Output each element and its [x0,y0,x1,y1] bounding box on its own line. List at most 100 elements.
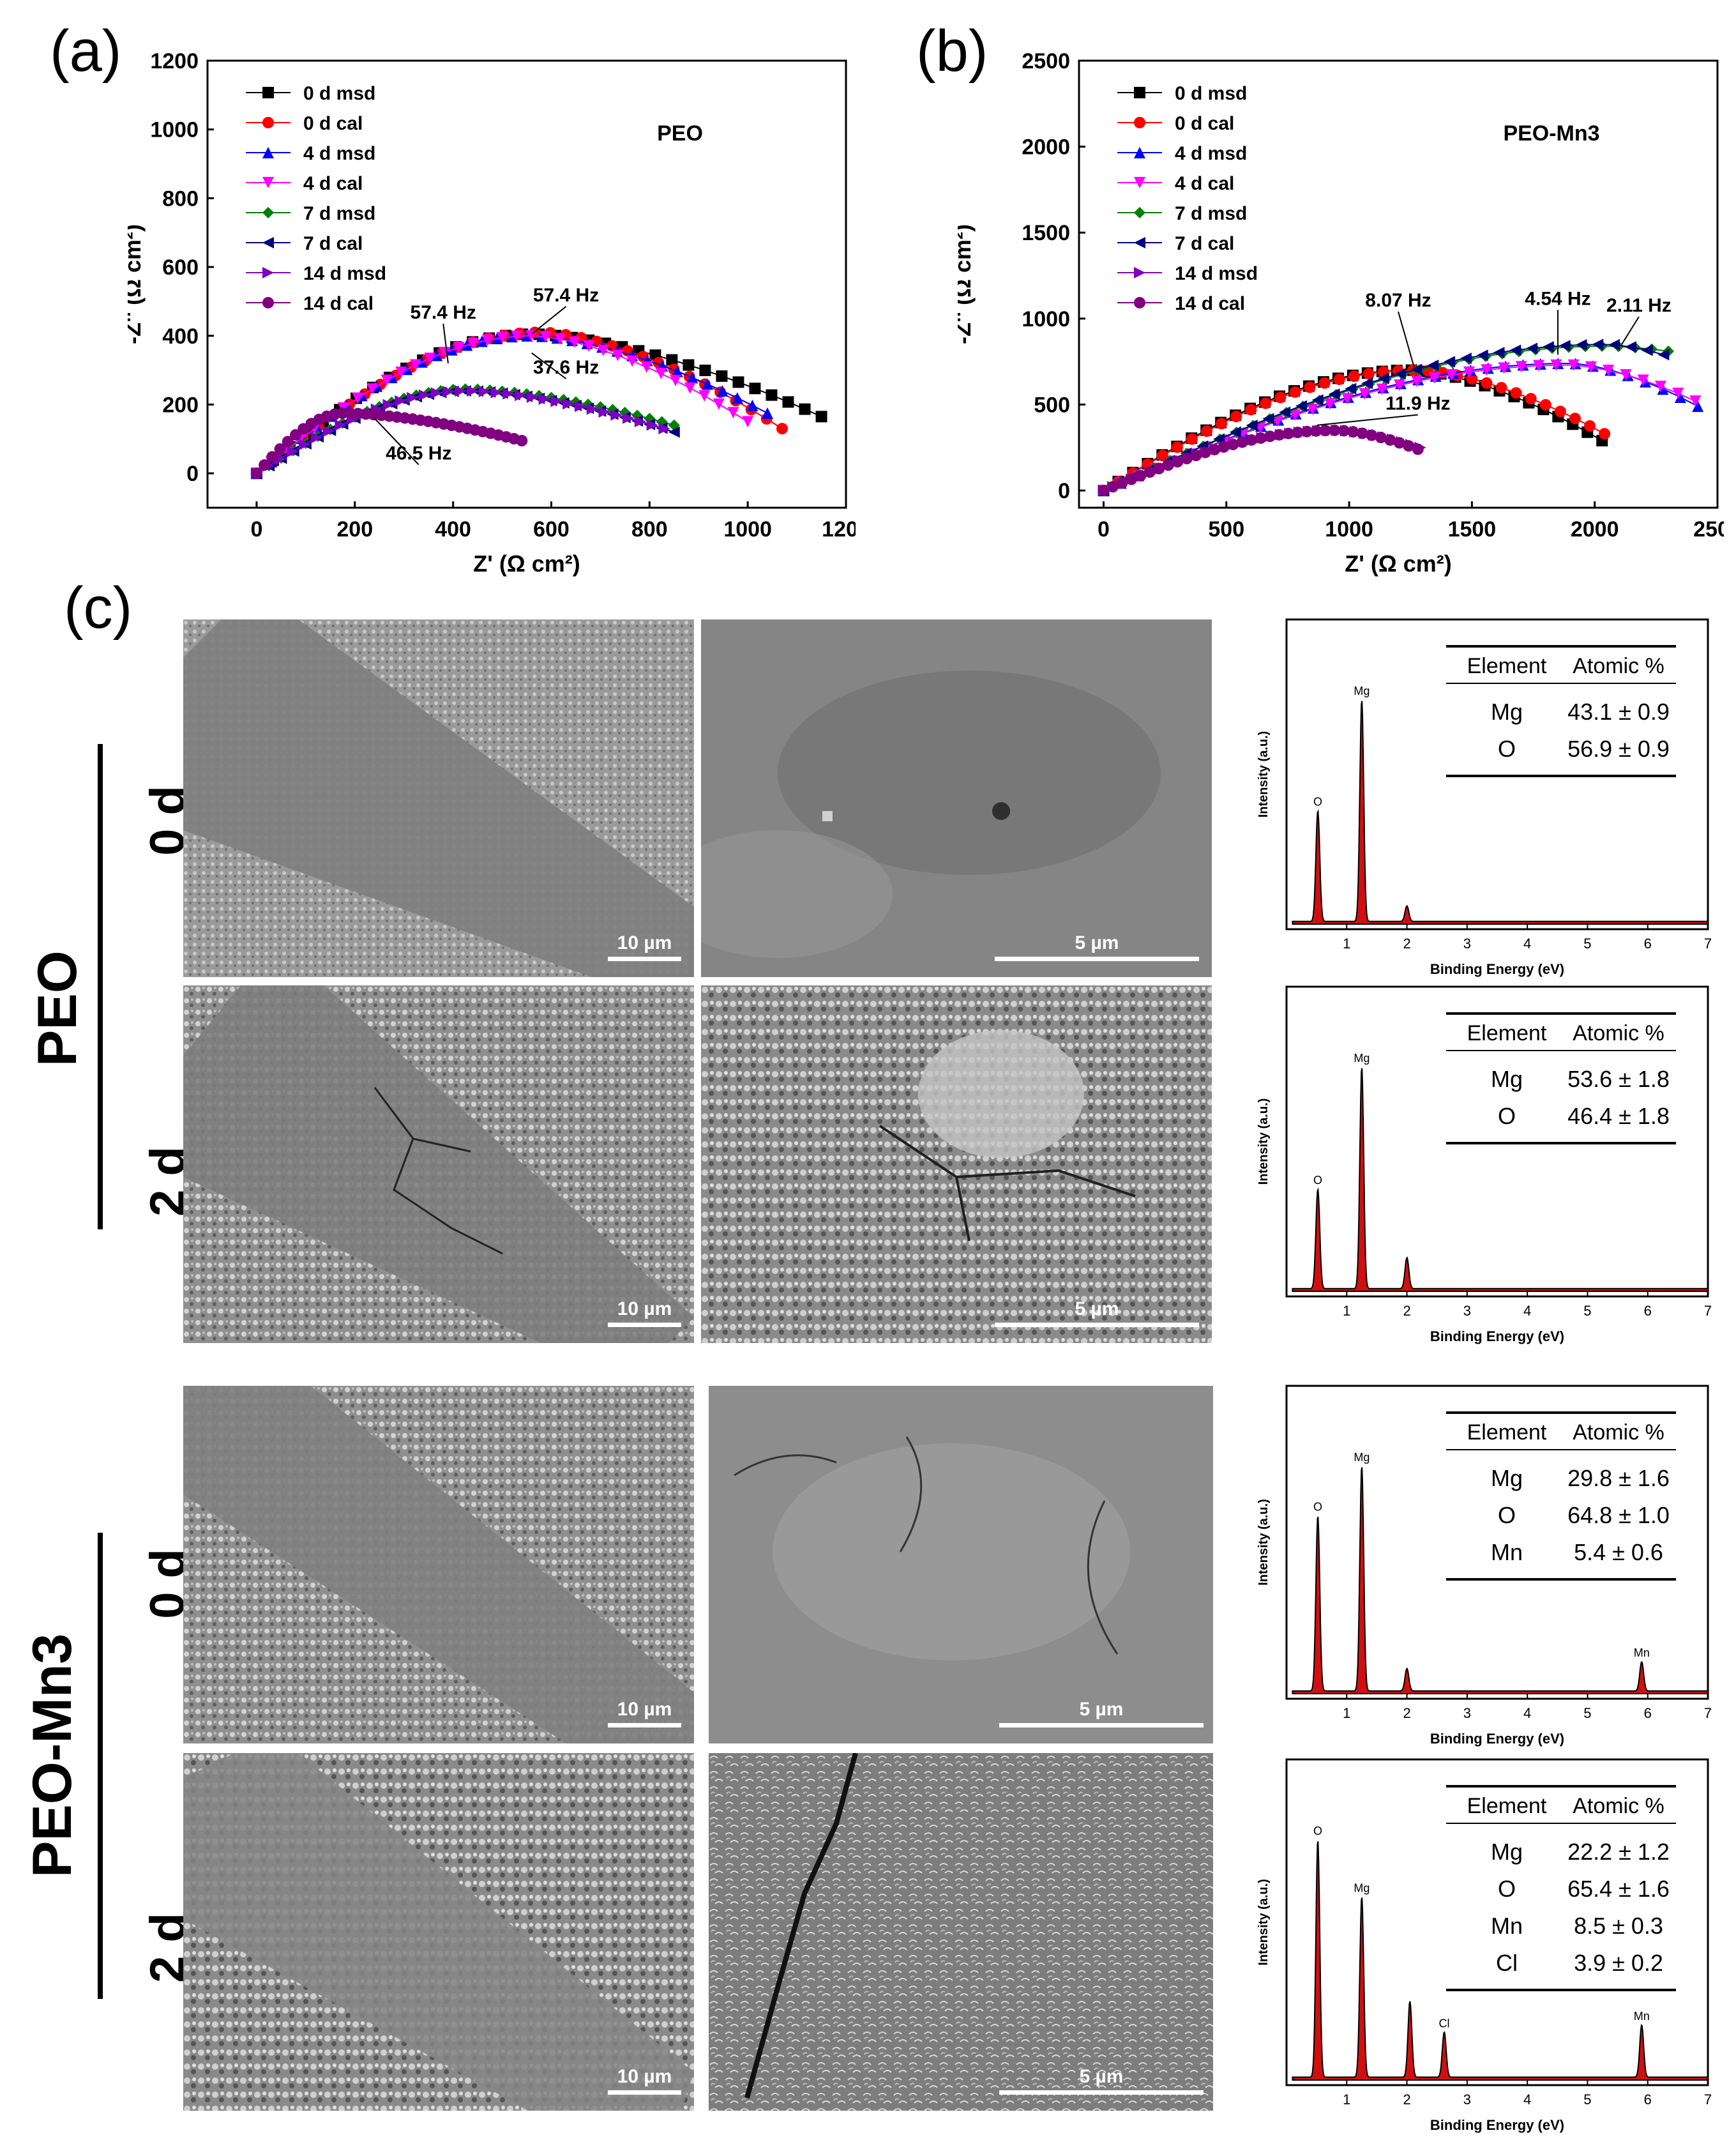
x-axis-label: Binding Energy (eV) [1430,1328,1564,1344]
data-point [1181,453,1193,465]
data-point [352,392,364,404]
data-point [1554,406,1566,418]
x-tick-label: 6 [1644,1705,1652,1721]
spectrum-frame [1285,985,1709,1298]
data-point [701,378,713,390]
data-point [418,389,430,401]
scale-bar-10um: 10 µm [608,1298,681,1327]
legend-marker [1134,237,1145,248]
x-tick-label: 2 [1403,2092,1410,2107]
scale-bar-10um: 10 µm [608,932,681,961]
data-point [732,376,744,388]
nyquist-chart-peo-mn3: 0 500 1000 1500 2000 2500 0 500 1000 1500 2000 2500… [958,49,1724,577]
data-point [1324,398,1336,410]
nyquist-chart-peo: 0 200 400 600 800 1000 1200 0 200 400 600 800 1000 12… [128,49,856,577]
data-point [1106,481,1119,493]
data-point [526,391,538,403]
data-point [766,389,778,401]
y-axis-label: -Z'' (Ω cm²) [958,224,976,344]
data-point [1289,409,1301,421]
data-point [1328,388,1340,400]
table-cell-element: O [1498,1502,1516,1528]
x-tick-label: 500 [1208,517,1244,542]
data-point [1153,462,1165,475]
data-point [1495,382,1507,394]
data-point [1533,360,1545,372]
data-point [1657,383,1669,395]
data-point [1201,425,1212,437]
x-tick-label: 1 [1343,1303,1350,1319]
y-axis-label: Intensity (a.u.) [1257,1098,1271,1185]
x-tick-label: 2 [1403,1705,1410,1721]
data-point [610,409,623,421]
legend-marker [262,297,274,308]
data-point [1347,426,1359,438]
data-point [731,392,743,404]
sem-image-peo-0d-low-mag: 10 µm [183,619,694,977]
x-tick-label: 1000 [1325,517,1373,542]
data-point [1515,361,1527,373]
data-point [1116,477,1128,489]
peak-label: Mn [1634,2010,1650,2023]
series-4-d-cal [250,330,754,480]
data-point [591,335,603,347]
frequency-annotation: 11.9 Hz [1317,393,1451,426]
data-point [1377,372,1389,384]
data-point [1304,381,1316,393]
table-cell-element: O [1498,1103,1516,1129]
data-point [1463,366,1475,378]
data-point [515,390,527,402]
x-tick-label: 5 [1583,936,1591,952]
peak-label: O [1313,1500,1322,1513]
sem-image-peo-2d-high-mag: 5 µm [701,985,1212,1343]
sem-image-peo-0d-high-mag: 5 µm [701,619,1212,977]
data-point [1098,485,1110,497]
data-point [1209,444,1221,456]
peak-label: Cl [1439,2017,1450,2030]
table-cell-element: Mg [1491,1839,1523,1865]
data-point [540,331,552,343]
x-tick-label: 400 [435,517,471,542]
series-0-d-cal [250,326,788,480]
legend-label: 7 d msd [303,203,375,224]
table-header: Atomic % [1573,1420,1664,1445]
peak-label: O [1313,1825,1322,1837]
peak-label: Mn [1634,1646,1650,1659]
x-tick-label: 6 [1644,1303,1652,1319]
x-tick-label: 1200 [822,517,856,542]
data-point [1246,419,1258,431]
data-point [1509,344,1521,356]
data-point [439,346,451,358]
series-line [256,335,768,474]
data-point [1498,362,1510,374]
legend-label: 4 d msd [1175,143,1247,164]
data-point [1359,388,1371,400]
x-tick-label: 5 [1583,1705,1591,1721]
y-tick-label: 1500 [1022,221,1070,245]
row-label-peo-mn3: PEO-Mn3 [22,1633,83,1878]
data-point [1689,395,1702,407]
legend-marker [1134,177,1145,188]
legend-marker [262,207,274,218]
y-axis-label: Intensity (a.u.) [1257,731,1271,818]
data-point [250,467,262,480]
x-tick-label: 7 [1704,2092,1712,2107]
annotation-arrow [1317,414,1418,426]
composition-table: Element Atomic % Mg 22.2 ± 1.2 O 65.4 ± 1.6 Mn… [1446,1785,1676,1991]
data-point [1230,411,1242,423]
table-cell-value: 5.4 ± 0.6 [1574,1539,1663,1565]
x-tick-label: 4 [1523,1705,1531,1721]
legend-marker [262,117,274,128]
peak-label: Mg [1354,1881,1370,1894]
annotation-label: 8.07 Hz [1365,290,1431,311]
data-point [1172,456,1184,468]
data-point [1295,400,1307,412]
table-cell-element: Mg [1491,1066,1523,1092]
data-point [761,407,773,419]
data-point [699,364,711,376]
data-point [1366,429,1378,441]
table-cell-value: 56.9 ± 0.9 [1567,736,1670,762]
legend-marker [262,87,274,98]
data-point [1550,359,1562,371]
frequency-annotation: 57.4 Hz [531,285,599,335]
